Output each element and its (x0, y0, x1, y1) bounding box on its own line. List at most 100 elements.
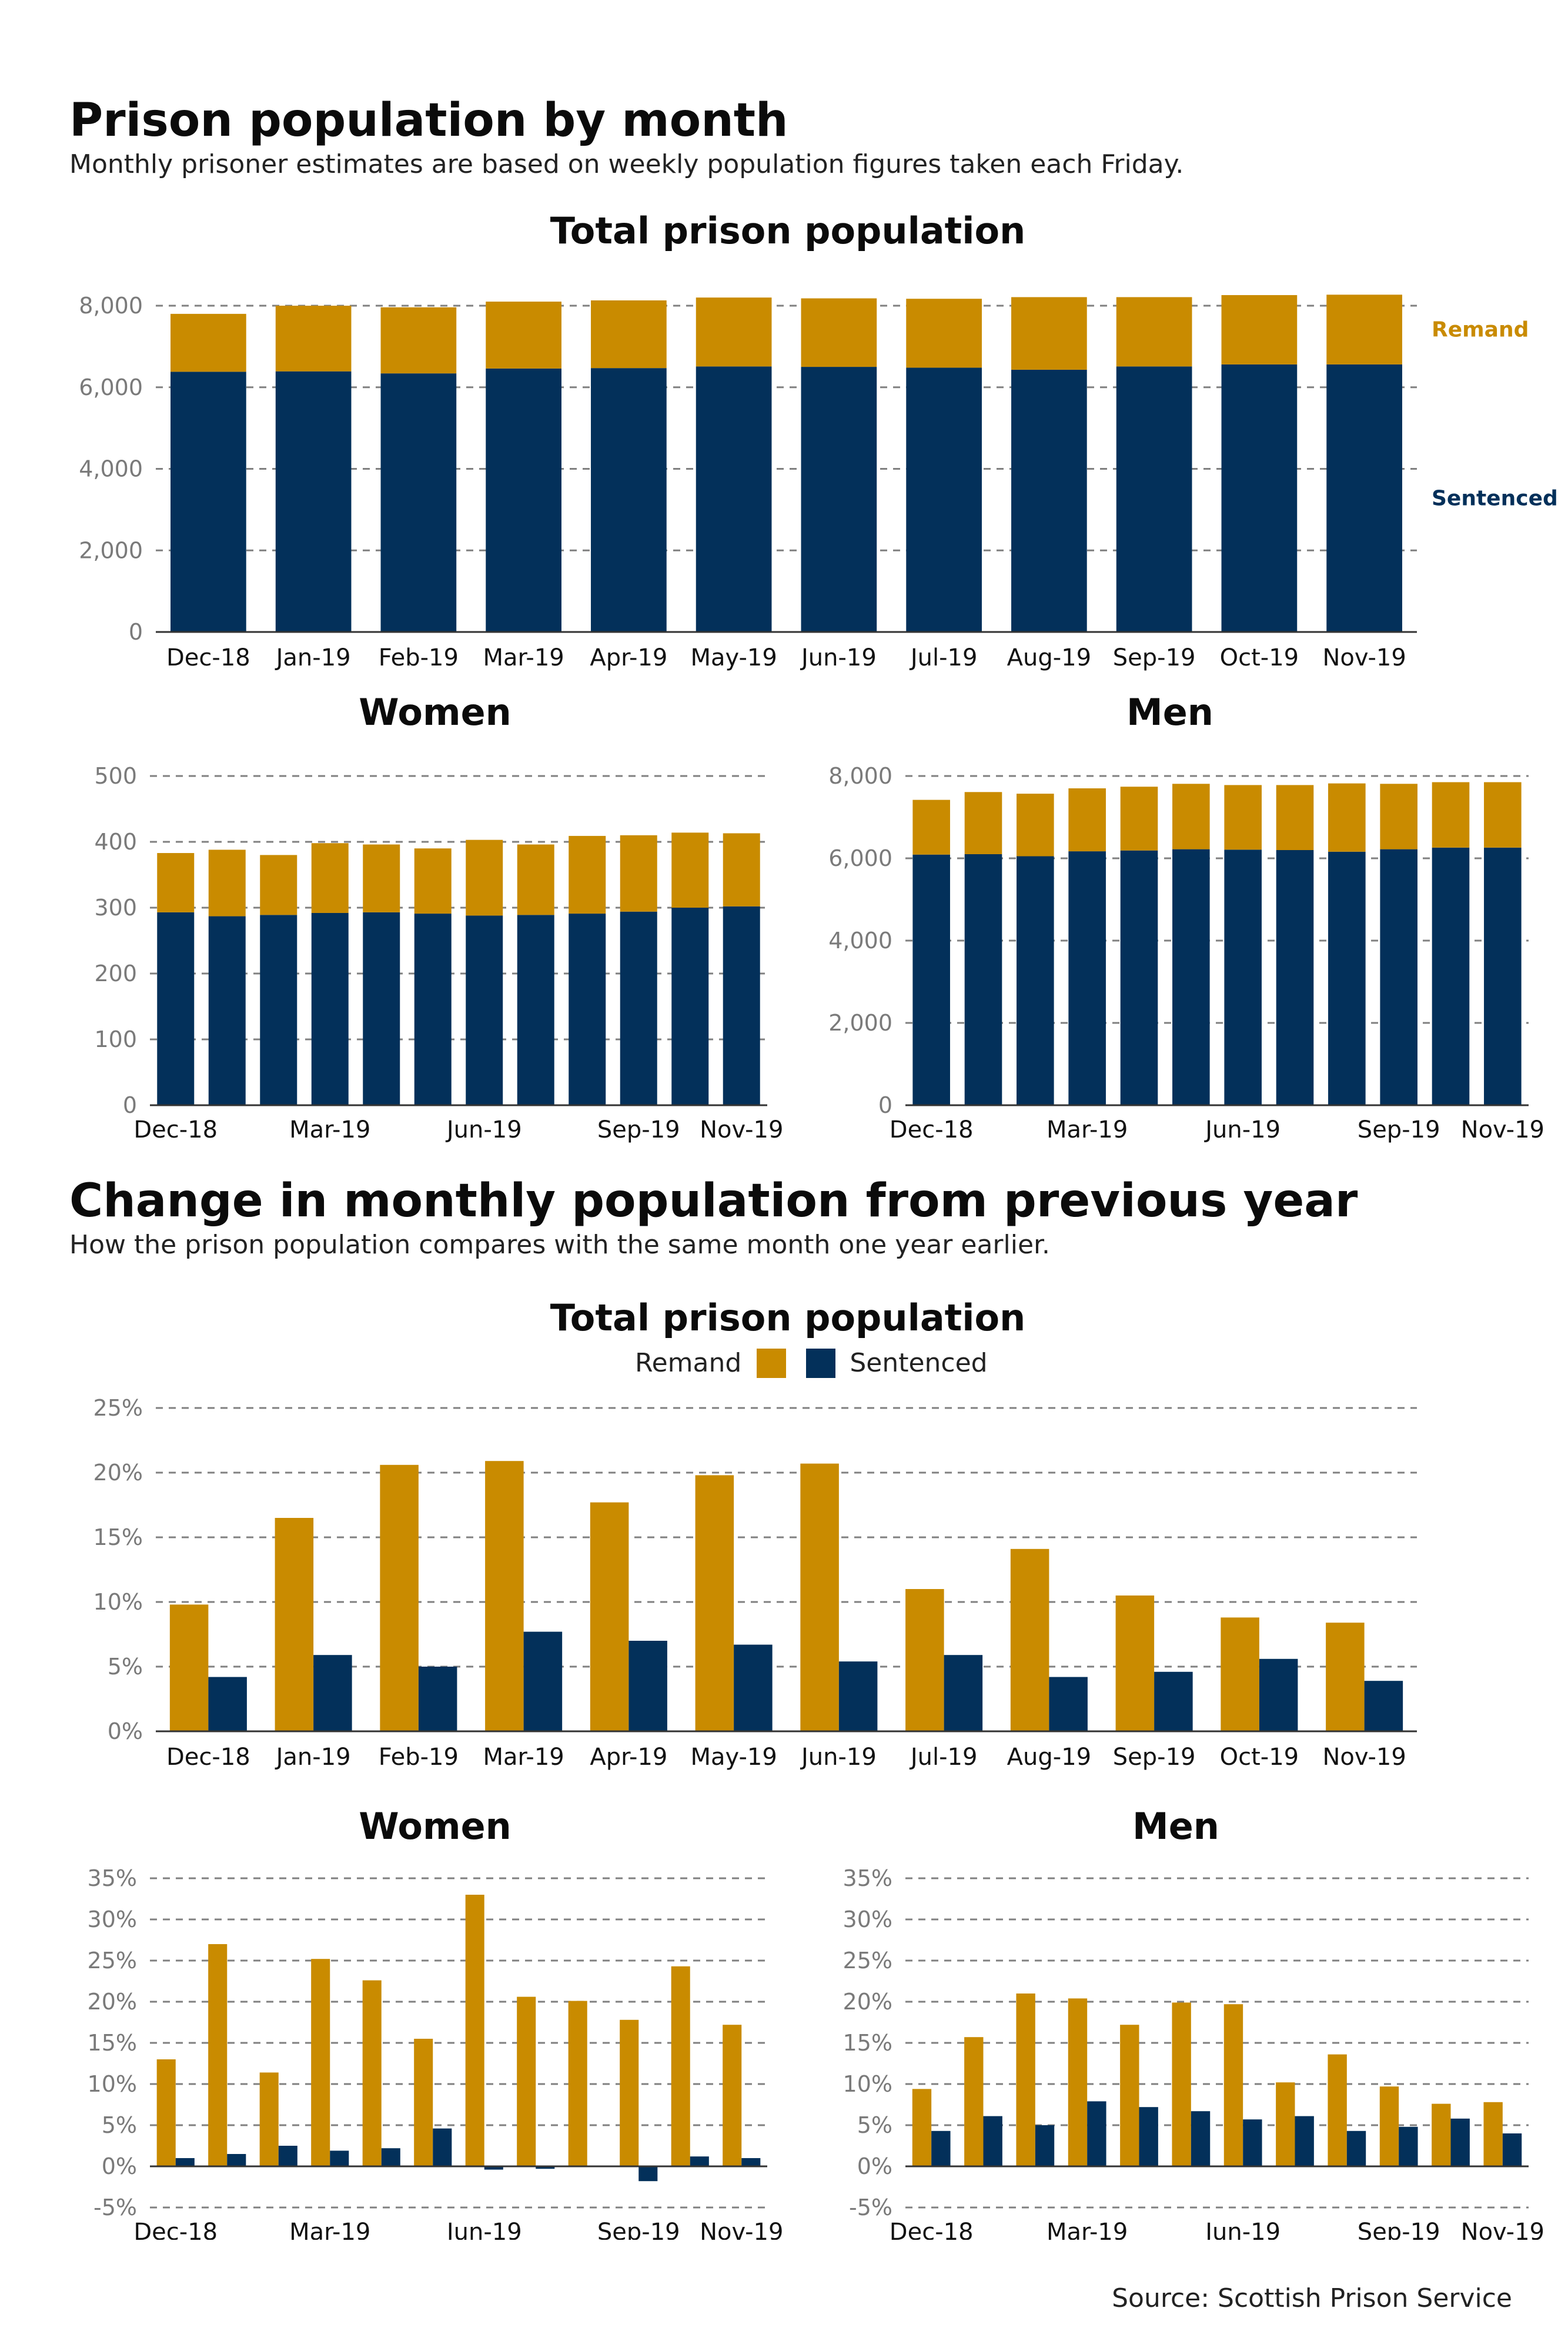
bar-remand-oct-19 (671, 1966, 690, 2166)
bar-sentenced-apr-19 (1120, 850, 1158, 1105)
bar-sentenced-jun-19 (1224, 849, 1262, 1105)
y-tick-label: 35% (843, 1865, 892, 1891)
bar-remand-mar-19 (311, 843, 349, 913)
bar-sentenced-sep-19 (638, 2166, 658, 2182)
bar-remand-may-19 (1172, 2002, 1191, 2166)
x-tick-label: Jul-19 (909, 644, 978, 671)
y-tick-label: 8,000 (79, 293, 143, 319)
bar-sentenced-mar-19 (523, 1631, 563, 1731)
y-tick-label: 6,000 (828, 845, 892, 871)
y-tick-label: 0 (123, 1092, 137, 1118)
section2-title: Change in monthly population from previo… (69, 1175, 1358, 1227)
series-label-sentenced: Sentenced (1432, 486, 1558, 510)
bar-remand-may-19 (1172, 784, 1210, 849)
y-tick-label: 25% (88, 1948, 137, 1974)
bar-remand-nov-19 (1326, 295, 1402, 364)
y-tick-label: 300 (94, 895, 137, 921)
bar-sentenced-oct-19 (671, 908, 709, 1105)
bar-remand-apr-19 (363, 844, 400, 912)
x-tick-label: Apr-19 (590, 644, 667, 671)
bar-remand-mar-19 (485, 1461, 524, 1731)
chart-total-change: 0% 5% 10% 15% 20% 25% Dec-18 Jan-19 Feb-19 Mar-19… (0, 1376, 1568, 1799)
women-pop-svg: 0 100 200 300 400 500 Dec-18 Mar-19 Jun-19 Sep-19… (94, 763, 783, 1143)
legend-sentenced-label: Sentenced (850, 1348, 988, 1378)
bar-remand-sep-19 (620, 2019, 639, 2166)
legend-sentenced-swatch (806, 1348, 836, 1378)
bar-remand-dec-18 (156, 2059, 176, 2166)
bar-sentenced-jun-19 (838, 1661, 878, 1731)
section1-subtitle: Monthly prisoner estimates are based on … (69, 149, 1184, 179)
bar-sentenced-mar-19 (330, 2150, 349, 2166)
x-tick-label: Dec-18 (166, 1744, 250, 1771)
x-tick-label: Dec-18 (890, 2219, 974, 2240)
y-tick-label: 20% (843, 1989, 892, 2015)
y-tick-label: 15% (93, 1524, 143, 1550)
chart-title-men-pop: Men (1126, 691, 1213, 734)
bar-sentenced-oct-19 (1259, 1658, 1298, 1731)
total-change-svg: 0% 5% 10% 15% 20% 25% Dec-18 Jan-19 Feb-19 Mar-19… (93, 1395, 1417, 1771)
bar-sentenced-sep-19 (1380, 849, 1417, 1105)
y-tick-label: 20% (93, 1460, 143, 1486)
bar-remand-sep-19 (1379, 2086, 1399, 2166)
x-tick-label: Sep-19 (1113, 1744, 1196, 1771)
y-tick-label: 6,000 (79, 374, 143, 400)
y-tick-label: 5% (102, 2112, 137, 2138)
bar-sentenced-oct-19 (1221, 364, 1298, 632)
bar-remand-feb-19 (259, 2072, 279, 2166)
bar-remand-nov-19 (1484, 782, 1522, 848)
bar-remand-oct-19 (1221, 1617, 1259, 1731)
x-tick-label: Jan-19 (275, 644, 351, 671)
x-tick-label: Mar-19 (483, 644, 564, 671)
bar-remand-jun-19 (465, 1895, 484, 2166)
y-tick-label: 2,000 (79, 537, 143, 563)
legend-remand-label: Remand (635, 1348, 742, 1378)
bar-sentenced-jun-19 (484, 2166, 503, 2170)
y-tick-label: 5% (857, 2112, 892, 2138)
bar-remand-jul-19 (517, 844, 554, 915)
bar-sentenced-jan-19 (313, 1655, 352, 1731)
x-tick-label: Mar-19 (289, 1116, 370, 1143)
series-label-remand: Remand (1432, 318, 1529, 342)
bar-sentenced-sep-19 (1116, 366, 1192, 632)
bar-sentenced-jun-19 (1243, 2119, 1262, 2166)
x-tick-label: Aug-19 (1007, 644, 1091, 671)
y-tick-label: 0% (857, 2153, 892, 2179)
bar-sentenced-nov-19 (1326, 364, 1402, 632)
bar-sentenced-dec-18 (912, 854, 950, 1105)
x-tick-label: Jun-19 (1203, 2219, 1281, 2240)
bar-remand-mar-19 (486, 302, 561, 369)
x-tick-label: Mar-19 (289, 2219, 370, 2240)
bar-sentenced-feb-19 (1035, 2125, 1055, 2166)
y-tick-label: 4,000 (79, 456, 143, 482)
y-tick-label: 25% (843, 1948, 892, 1974)
bar-remand-feb-19 (1017, 794, 1054, 857)
bar-remand-sep-19 (620, 835, 657, 912)
bar-sentenced-may-19 (696, 366, 772, 632)
bar-remand-aug-19 (1011, 297, 1087, 370)
bar-sentenced-feb-19 (1017, 856, 1054, 1105)
source-note: Source: Scottish Prison Service (1112, 2283, 1512, 2313)
bar-sentenced-mar-19 (486, 368, 561, 632)
bar-remand-apr-19 (590, 1502, 629, 1731)
y-tick-label: 10% (93, 1589, 143, 1615)
bar-sentenced-dec-18 (170, 372, 246, 632)
bar-sentenced-oct-19 (1432, 847, 1470, 1105)
bar-sentenced-aug-19 (1346, 2130, 1366, 2166)
y-tick-label: 30% (88, 1906, 137, 1932)
bar-sentenced-may-19 (1191, 2111, 1211, 2166)
x-tick-label: Nov-19 (1461, 1116, 1544, 1143)
bar-sentenced-feb-19 (418, 1667, 457, 1731)
bar-remand-sep-19 (1115, 1596, 1155, 1731)
bar-sentenced-apr-19 (381, 2148, 400, 2166)
bar-remand-feb-19 (1016, 1993, 1035, 2166)
y-tick-label: -5% (93, 2195, 137, 2220)
total-pop-svg: 0 2,000 4,000 6,000 8,000 Dec-18 Jan-19 Feb-19 M… (79, 293, 1558, 671)
bar-remand-jul-19 (905, 1589, 944, 1731)
bar-remand-jun-19 (1223, 2004, 1243, 2166)
bar-sentenced-sep-19 (620, 911, 657, 1105)
bar-sentenced-apr-19 (1139, 2107, 1158, 2166)
x-tick-label: Dec-18 (133, 2219, 218, 2240)
chart-women-pop: 0 100 200 300 400 500 Dec-18 Mar-19 Jun-19 Sep-19… (0, 752, 785, 1164)
bar-sentenced-jan-19 (227, 2154, 246, 2166)
x-tick-label: Feb-19 (379, 644, 459, 671)
